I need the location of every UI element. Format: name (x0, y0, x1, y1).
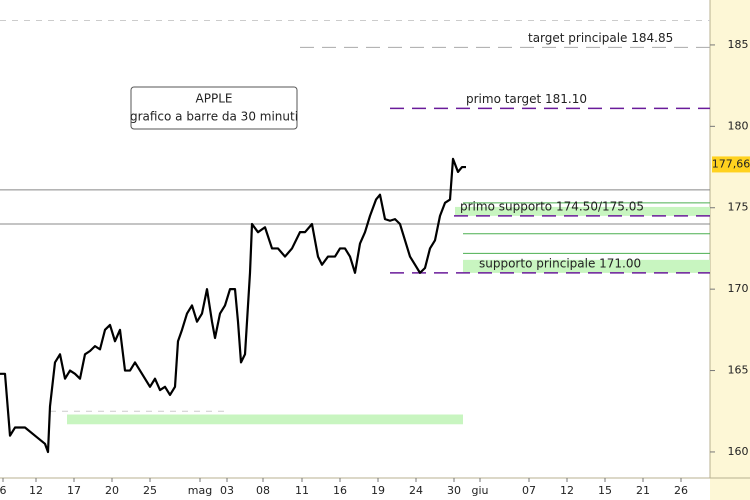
target-label: supporto principale 171.00 (479, 256, 641, 270)
x-tick-label: 11 (295, 484, 309, 497)
y-tick-label: 160 (728, 445, 749, 458)
x-tick-label: 21 (636, 484, 650, 497)
y-tick-label: 180 (728, 119, 749, 132)
support-band (67, 414, 463, 425)
plot (0, 20, 710, 454)
x-tick-label: 20 (105, 484, 119, 497)
x-tick-label: 07 (522, 484, 536, 497)
x-tick-label: 6 (0, 484, 7, 497)
support-band (463, 259, 710, 273)
x-tick-label: 08 (256, 484, 270, 497)
x-tick-label: 24 (409, 484, 423, 497)
target-label: target principale 184.85 (528, 31, 673, 45)
x-tick-label: giu (471, 484, 488, 497)
target-label: primo supporto 174.50/175.05 (460, 199, 644, 213)
x-tick-label: 19 (371, 484, 385, 497)
x-tick-label: 12 (29, 484, 43, 497)
x-tick-label: mag (188, 484, 212, 497)
x-tick-label: 12 (560, 484, 574, 497)
y-tick-label: 175 (728, 201, 749, 214)
x-tick-label: 16 (333, 484, 347, 497)
chart-title: APPLE (196, 92, 233, 106)
support-band (455, 206, 710, 216)
x-tick-label: 25 (143, 484, 157, 497)
target-label: primo target 181.10 (466, 92, 587, 106)
chart-subtitle: grafico a barre da 30 minuti (130, 110, 298, 124)
x-tick-label: 26 (674, 484, 688, 497)
price-line (0, 157, 466, 454)
x-tick-label: 30 (447, 484, 461, 497)
y-axis-panel (710, 0, 750, 500)
y-tick-label: 185 (728, 38, 749, 51)
info-box (130, 86, 298, 130)
price-tag (712, 156, 750, 173)
x-tick-label: 17 (67, 484, 81, 497)
price-tag-label: 177,66 (712, 157, 750, 170)
x-tick-label: 03 (220, 484, 234, 497)
y-tick-label: 165 (728, 364, 749, 377)
x-tick-label: 15 (598, 484, 612, 497)
y-tick-label: 170 (728, 282, 749, 295)
